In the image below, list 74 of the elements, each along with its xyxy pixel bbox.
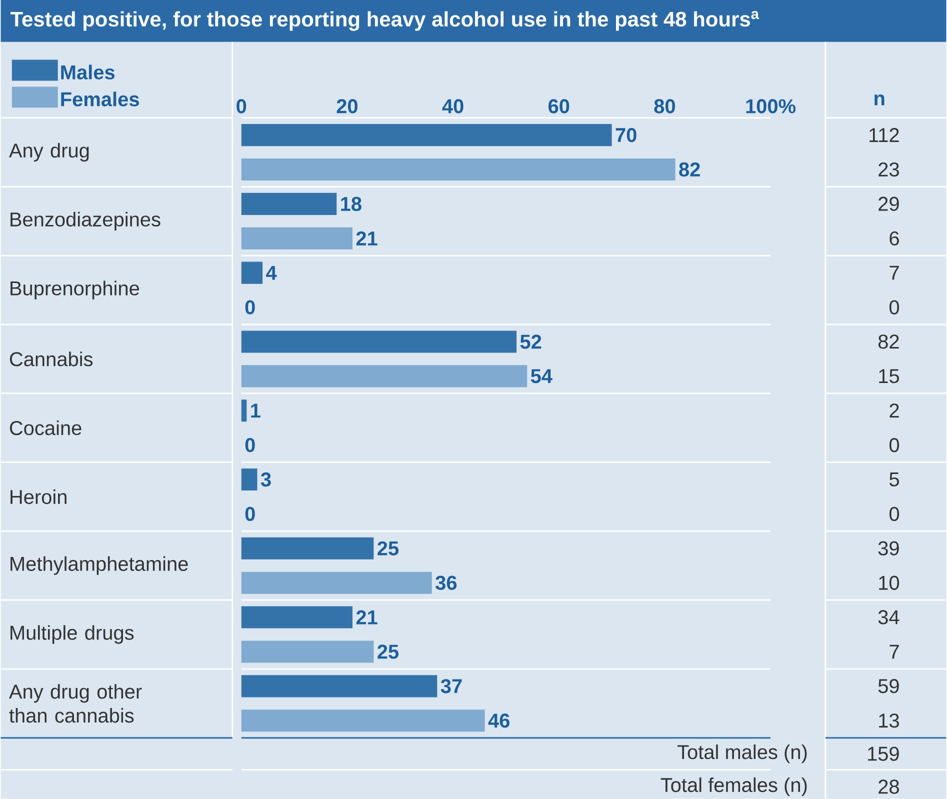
text: 2 [890,403,899,418]
text: 0 [889,438,900,452]
text: 15 [879,368,899,383]
text: Total males (n) [677,744,807,763]
y-tick-label: Benzodiazepines [10,212,160,230]
data-label: 21 [356,231,378,246]
data-label: 18 [341,196,362,211]
bar [241,330,517,353]
x-tick-label: 20 [336,98,358,114]
y-tick-label: Cocaine [10,420,82,435]
text: 59 [878,678,899,693]
text: 112 [870,128,899,142]
bar [241,262,263,284]
data-label: 25 [378,644,399,659]
bar [241,709,485,732]
x-tick-label: 0 [236,98,246,114]
x-tick-label: 40 [442,98,464,114]
text: 7 [890,644,899,658]
bar [241,606,352,628]
data-label: 54 [530,368,552,383]
bar [241,640,374,663]
bar [241,227,352,250]
y-tick-label: Heroin [10,489,66,504]
y-tick-label: Any drug other than cannabis [8,684,142,722]
data-label: 4 [266,266,277,280]
data-label: 52 [520,334,542,349]
data-label: 3 [260,472,271,486]
text: 5 [890,472,899,486]
text: 34 [878,610,900,624]
data-label: 82 [679,162,700,176]
data-label: 0 [245,438,255,452]
data-label: 21 [356,610,378,624]
bar [241,192,337,215]
bar [241,468,258,490]
text: 28 [878,779,899,794]
y-tick-label: Multiple drugs [10,624,134,644]
data-label: 1 [251,404,260,418]
text: 6 [890,231,899,246]
text: n [874,94,884,105]
bar [241,124,612,146]
legend-label: Females [61,91,139,106]
chart-title: Tested positive, for those reporting heavy alcohol use in the past 48 hours$^{a}$ [10,10,760,31]
bar [241,364,528,387]
y-tick-label: Buprenorphine [10,280,140,300]
data-label: 25 [378,541,399,556]
bar [241,399,247,422]
text: 82 [878,334,899,348]
bar [241,158,676,180]
bar [241,572,432,594]
y-tick-label: Any drug [8,142,89,162]
x-tick-label: 100% [746,98,796,114]
x-tick-label: 80 [654,98,675,114]
x-tick-label: 60 [548,98,570,114]
data-label: 70 [616,128,636,142]
y-tick-label: Cannabis [10,351,93,366]
text: 10 [879,576,900,590]
text: 0 [889,506,900,521]
data-label: 36 [436,576,457,590]
data-label: 0 [245,300,255,314]
bar [241,674,438,697]
text: 13 [879,713,899,728]
data-label: 46 [488,713,510,728]
y-tick-label: Methylamphetamine [10,556,188,575]
text: 29 [878,196,899,211]
text: 0 [889,300,900,314]
data-label: 0 [245,506,255,521]
bar [241,537,374,560]
text: 39 [878,541,899,556]
text: Total females (n) [660,777,807,796]
text: 159 [868,746,899,761]
text: 7 [890,266,899,280]
legend-label: Males [61,64,115,80]
text: 23 [878,162,899,176]
data-label: 37 [440,678,462,694]
